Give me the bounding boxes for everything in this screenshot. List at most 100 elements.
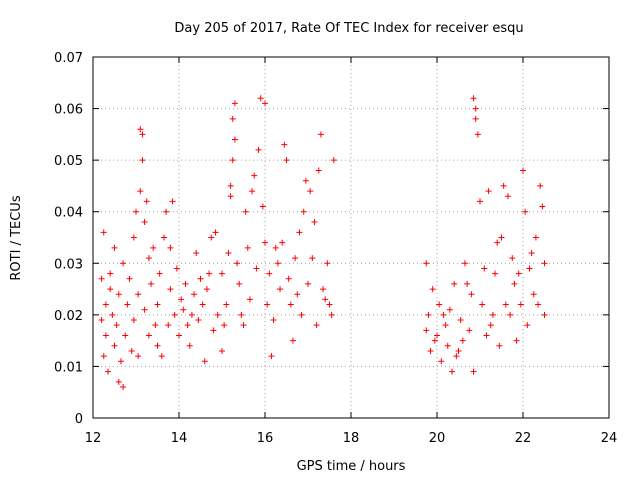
data-point — [249, 188, 256, 195]
data-point — [453, 353, 460, 360]
x-tick-label: 16 — [257, 431, 274, 446]
data-point — [117, 358, 124, 365]
data-point — [483, 332, 490, 339]
data-point — [184, 322, 191, 329]
data-point — [330, 157, 337, 164]
data-point — [294, 291, 301, 298]
data-point — [229, 115, 236, 122]
data-point — [193, 249, 200, 256]
y-tick-label: 0.05 — [54, 154, 83, 169]
data-point — [214, 311, 221, 318]
data-point — [137, 188, 144, 195]
data-point — [240, 322, 247, 329]
x-tick-label: 20 — [429, 431, 446, 446]
data-point — [494, 239, 501, 246]
data-point — [145, 332, 152, 339]
data-point — [130, 317, 137, 324]
data-point — [296, 229, 303, 236]
data-point — [434, 332, 440, 339]
x-axis-label: GPS time / hours — [297, 459, 406, 474]
data-point — [517, 301, 524, 308]
data-point — [326, 301, 333, 308]
y-tick-label: 0.04 — [54, 206, 83, 221]
data-point — [309, 255, 316, 262]
data-point — [502, 301, 509, 308]
data-point — [451, 280, 458, 287]
axis-ticks: 0 0.01 0.02 0.03 0.04 0.05 0.06 0.07 12 14 16 18 20 2… — [54, 51, 617, 446]
x-tick-label: 18 — [343, 431, 360, 446]
data-point — [178, 296, 185, 303]
data-point — [210, 327, 217, 334]
data-point — [180, 306, 187, 313]
y-axis-label: ROTI / TECUs — [9, 195, 24, 280]
data-point — [466, 327, 473, 334]
data-point — [492, 270, 499, 277]
data-point — [139, 131, 146, 138]
data-point — [182, 280, 189, 287]
data-point — [305, 280, 311, 287]
data-point — [535, 301, 542, 308]
data-point — [425, 311, 432, 318]
data-point — [236, 280, 243, 287]
data-point — [541, 260, 548, 267]
y-tick-label: 0.02 — [54, 309, 83, 324]
x-tick-label: 12 — [85, 431, 102, 446]
data-point — [219, 270, 225, 277]
data-point — [208, 234, 215, 241]
data-point — [472, 105, 479, 112]
x-tick-label: 24 — [601, 431, 618, 446]
data-point — [262, 100, 268, 107]
data-point — [311, 219, 318, 226]
data-point — [163, 208, 170, 215]
data-point — [122, 332, 129, 339]
gridlines — [93, 57, 609, 418]
data-point — [423, 260, 430, 267]
data-point — [150, 244, 157, 251]
data-point — [524, 322, 531, 329]
data-point — [251, 172, 258, 179]
data-point — [120, 260, 127, 267]
data-point — [317, 131, 324, 138]
data-point — [238, 311, 245, 318]
y-tick-label: 0.07 — [54, 51, 83, 66]
data-points — [98, 95, 548, 391]
data-point — [176, 332, 182, 339]
data-point — [515, 270, 522, 277]
data-point — [115, 291, 122, 298]
data-point — [199, 301, 206, 308]
data-point — [113, 322, 120, 329]
data-point — [231, 100, 238, 107]
data-point — [474, 131, 481, 138]
data-point — [102, 301, 109, 308]
data-point — [489, 311, 496, 318]
data-point — [107, 286, 114, 293]
data-point — [274, 260, 281, 267]
data-point — [541, 311, 548, 318]
data-point — [272, 244, 279, 251]
data-point — [270, 317, 277, 324]
data-point — [246, 296, 253, 303]
data-point — [315, 167, 322, 174]
data-point — [459, 337, 466, 344]
data-point — [472, 115, 479, 122]
y-tick-label: 0.03 — [54, 257, 83, 272]
data-point — [283, 157, 290, 164]
data-point — [485, 188, 492, 195]
data-point — [212, 229, 219, 236]
y-tick-label: 0 — [75, 412, 83, 427]
data-point — [186, 342, 193, 349]
data-point — [537, 182, 544, 189]
data-point — [139, 157, 146, 164]
data-point — [446, 306, 453, 313]
data-point — [302, 177, 309, 184]
data-point — [152, 322, 159, 329]
data-point — [522, 208, 529, 215]
data-point — [221, 322, 228, 329]
data-point — [102, 332, 109, 339]
data-point — [141, 306, 148, 313]
data-point — [105, 368, 112, 375]
data-point — [195, 317, 202, 324]
data-point — [440, 311, 447, 318]
data-point — [206, 270, 213, 277]
